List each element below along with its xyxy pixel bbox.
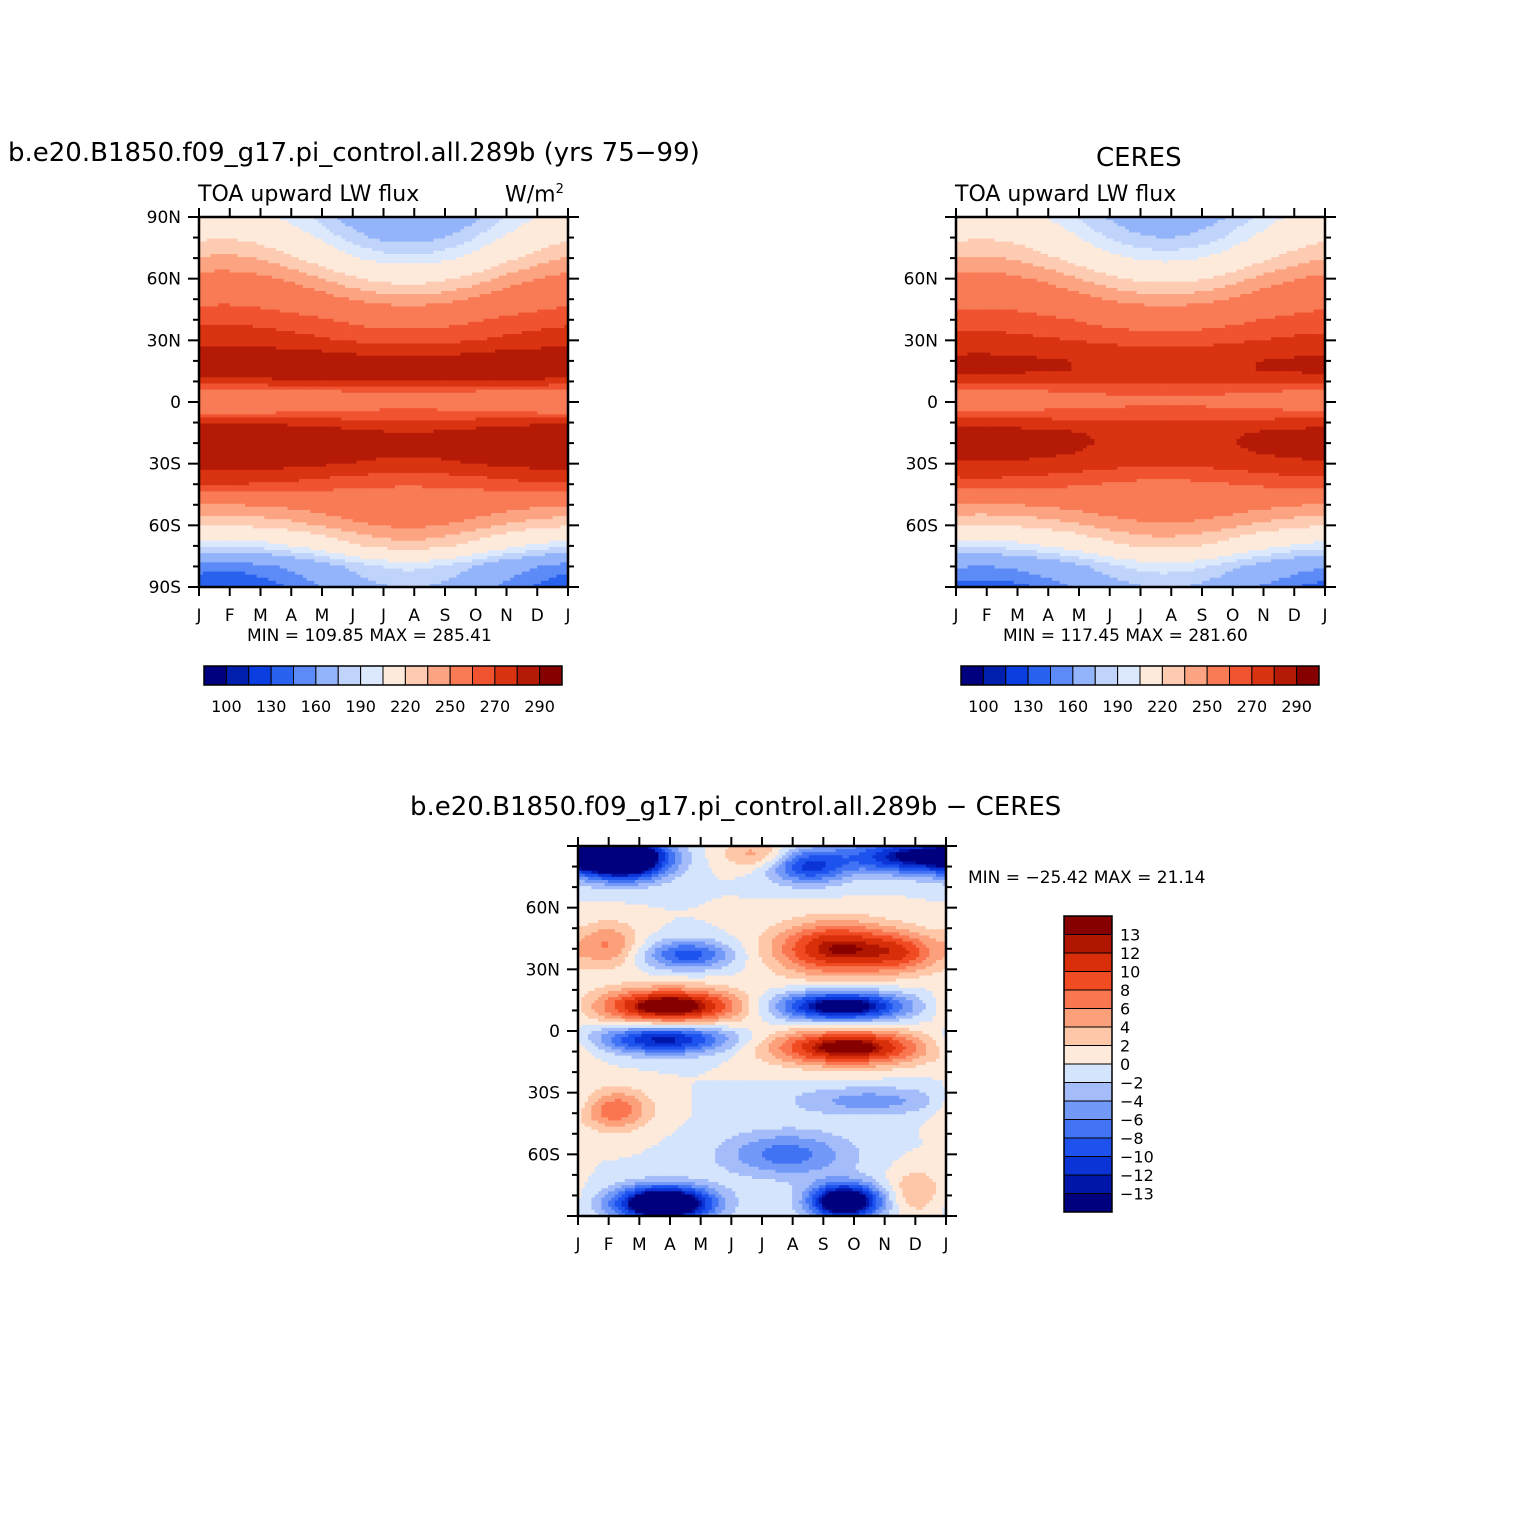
panel-model-plot: J F M A M J J A S O N D J90N60N30N030S60S90S xyxy=(147,208,579,626)
